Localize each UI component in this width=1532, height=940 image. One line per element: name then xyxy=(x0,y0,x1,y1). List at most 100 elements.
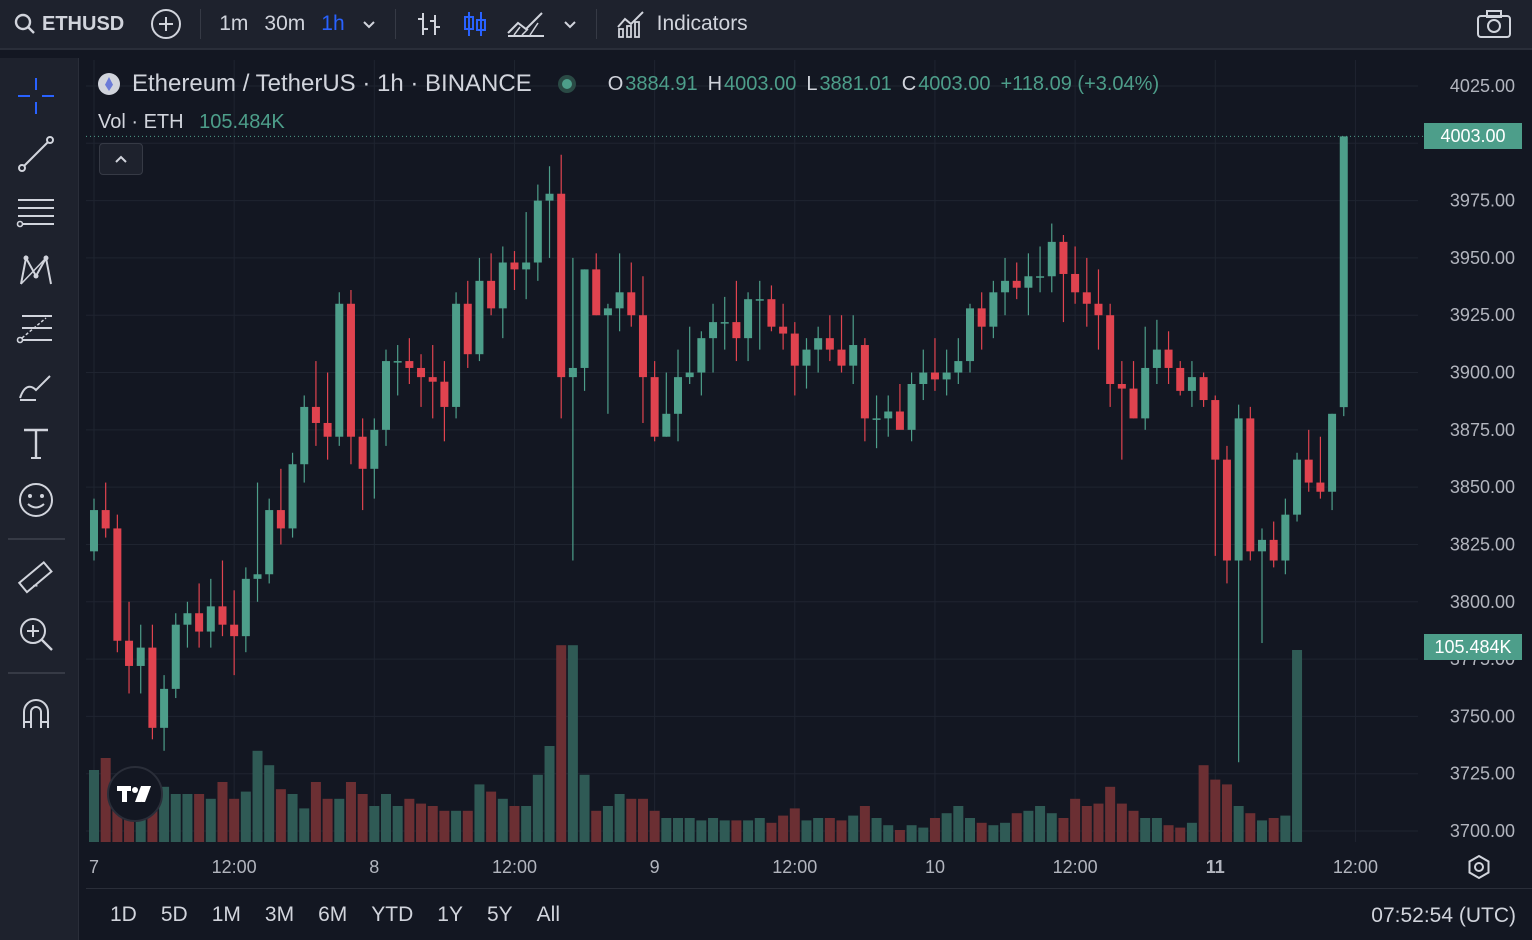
y-axis-label: 3875.00 xyxy=(1450,420,1515,440)
volume-bar xyxy=(451,810,462,842)
timeframe-all[interactable]: All xyxy=(536,902,560,926)
text-tool[interactable] xyxy=(14,422,58,466)
timeframe-5y[interactable]: 5Y xyxy=(486,902,513,926)
volume-bar xyxy=(1257,820,1267,842)
candle-body xyxy=(603,308,612,316)
candle-body xyxy=(592,269,601,316)
candle-body xyxy=(989,292,998,327)
candles-chart-type-button[interactable] xyxy=(452,9,498,39)
trend-line-icon xyxy=(18,136,54,172)
timeframe-ytd[interactable]: YTD xyxy=(371,902,414,926)
chart-pane[interactable] xyxy=(86,58,1532,940)
area-chart-icon xyxy=(506,12,544,37)
volume-bar xyxy=(1198,765,1209,842)
volume-bar xyxy=(1046,813,1057,842)
volume-bar xyxy=(1023,810,1034,842)
fib-retracement-tool[interactable] xyxy=(14,190,58,234)
bar-chart-type-button[interactable] xyxy=(406,9,452,39)
tradingview-logo[interactable] xyxy=(107,766,163,822)
projection-tool[interactable] xyxy=(14,306,58,350)
candle-body xyxy=(183,613,192,625)
candle-body xyxy=(1024,276,1033,288)
interval-1m[interactable]: 1m xyxy=(219,12,249,35)
search-icon xyxy=(14,13,35,34)
interval-1h[interactable]: 1h xyxy=(321,12,345,35)
candle-body xyxy=(709,322,718,339)
timeframe-1y[interactable]: 1Y xyxy=(437,902,463,926)
change-value: +118.09 (+3.04%) xyxy=(1000,72,1160,95)
volume-bar xyxy=(334,798,345,842)
volume-bar xyxy=(381,794,391,842)
volume-bar xyxy=(836,820,847,842)
volume-bar xyxy=(813,818,824,842)
candle-body xyxy=(697,338,706,373)
candle-body xyxy=(206,606,215,632)
candle-body xyxy=(1047,241,1056,277)
volume-label[interactable]: Vol · ETH xyxy=(98,111,184,133)
volume-bar xyxy=(591,810,602,842)
volume-bar xyxy=(1011,813,1022,842)
candle-body xyxy=(919,372,928,384)
volume-bar xyxy=(194,794,205,842)
y-axis-label: 3700.00 xyxy=(1450,821,1515,841)
timeframe-3m[interactable]: 3M xyxy=(264,902,295,926)
indicators-button[interactable]: Indicators xyxy=(607,9,756,39)
candle-body xyxy=(428,377,437,382)
candle-body xyxy=(1187,377,1196,391)
candle-body xyxy=(148,647,157,728)
candle-body xyxy=(1117,384,1126,389)
zoom-in-tool[interactable] xyxy=(14,612,58,656)
candle-body xyxy=(510,262,519,270)
snapshot-button[interactable] xyxy=(1468,9,1520,39)
legend-title[interactable]: Ethereum / TetherUS · 1h · BINANCE xyxy=(132,70,532,97)
timeframe-6m[interactable]: 6M xyxy=(318,902,348,926)
volume-bar xyxy=(1070,798,1081,842)
volume-bar xyxy=(673,818,683,842)
candle-body xyxy=(1258,539,1266,552)
area-chart-type-button[interactable] xyxy=(498,9,554,39)
measure-tool[interactable] xyxy=(14,556,58,600)
x-axis-label: 12:00 xyxy=(1333,857,1378,877)
timeframe-5d[interactable]: 5D xyxy=(160,902,188,926)
interval-30m[interactable]: 30m xyxy=(264,12,306,35)
volume-bar xyxy=(684,818,695,842)
brush-tool[interactable] xyxy=(14,364,58,408)
volume-bar xyxy=(614,794,625,842)
candle-body xyxy=(884,411,893,419)
timeframe-1m[interactable]: 1M xyxy=(211,902,241,926)
fib-icon xyxy=(16,199,54,228)
compare-symbol-button[interactable] xyxy=(142,8,190,40)
utc-clock[interactable]: 07:52:54 (UTC) xyxy=(1371,904,1516,927)
collapse-legend-button[interactable] xyxy=(99,143,143,175)
volume-bar xyxy=(988,825,999,842)
candle-body xyxy=(230,624,239,637)
candle-body xyxy=(370,429,379,469)
candle-body xyxy=(1339,136,1348,408)
volume-bar xyxy=(918,827,929,842)
x-axis-label: 12:00 xyxy=(212,857,257,877)
trend-line-tool[interactable] xyxy=(14,132,58,176)
candle-body xyxy=(1222,459,1231,561)
volume-bar xyxy=(754,818,765,842)
candle-body xyxy=(907,384,916,430)
y-axis-label: 3850.00 xyxy=(1450,477,1515,497)
emoji-tool[interactable] xyxy=(14,478,58,522)
candle-body xyxy=(814,338,823,350)
volume-bar xyxy=(1280,815,1291,842)
candle-body xyxy=(382,361,390,430)
symbol-search[interactable]: ETHUSD xyxy=(0,13,132,36)
candle-body xyxy=(1071,273,1080,293)
indicators-icon xyxy=(616,11,644,38)
axis-settings-button[interactable] xyxy=(1464,852,1494,882)
magnet-tool[interactable] xyxy=(14,692,58,736)
crosshair-tool[interactable] xyxy=(14,74,58,118)
interval-dropdown[interactable] xyxy=(353,16,385,32)
volume-bar xyxy=(486,791,497,842)
timeframe-1d[interactable]: 1D xyxy=(110,902,137,926)
volume-bar xyxy=(357,794,368,842)
market-status-dot xyxy=(557,75,576,93)
candle-body xyxy=(533,200,542,263)
chart-type-dropdown[interactable] xyxy=(554,16,586,32)
pattern-tool[interactable] xyxy=(14,248,58,292)
